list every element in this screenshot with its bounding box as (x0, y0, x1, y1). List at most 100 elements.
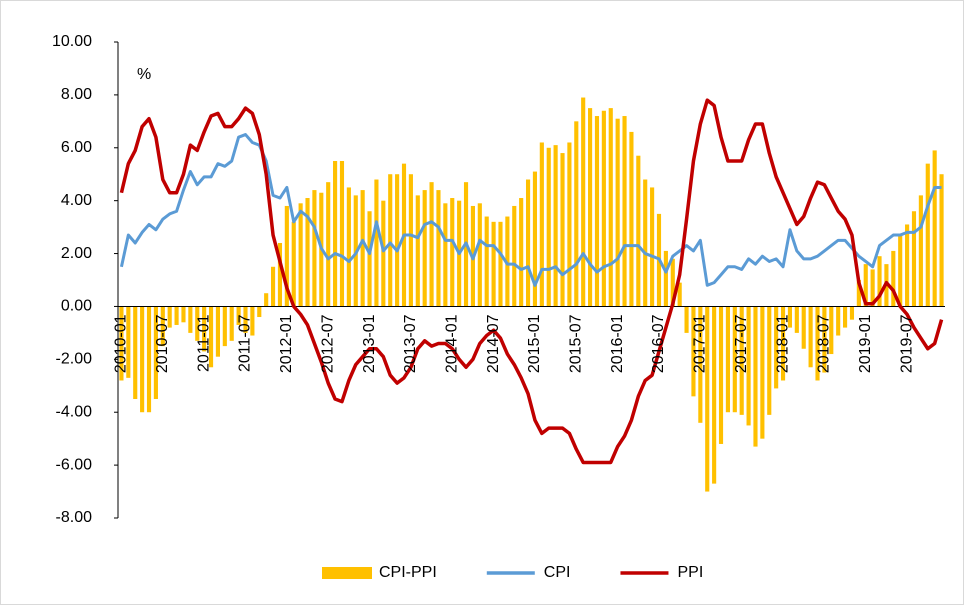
bar (388, 174, 393, 307)
bar (739, 306, 744, 415)
bar (822, 306, 827, 373)
y-tick-label: 6.00 (61, 139, 92, 156)
y-tick-label: -6.00 (56, 456, 93, 473)
bar (594, 116, 600, 307)
bar (898, 235, 903, 307)
bar (801, 306, 806, 349)
x-tick-label: 2016-01 (609, 314, 626, 373)
bar (588, 108, 593, 307)
legend-label: CPI (544, 564, 571, 581)
bar (905, 224, 910, 307)
bar (333, 161, 338, 307)
bar (615, 118, 620, 307)
legend-swatch (322, 567, 372, 579)
x-tick-label: 2010-01 (113, 314, 130, 373)
bar (650, 187, 655, 307)
x-tick-label: 2012-01 (278, 314, 295, 373)
legend-label: CPI-PPI (379, 564, 437, 581)
bar (395, 174, 400, 307)
bar (891, 250, 896, 307)
line (119, 133, 942, 287)
bar (622, 116, 627, 307)
bar (767, 306, 772, 415)
bar (725, 306, 730, 413)
x-tick-label: 2011-07 (237, 314, 254, 372)
bar (808, 306, 813, 368)
bar (843, 306, 848, 328)
bar (284, 205, 289, 307)
bar (133, 306, 138, 399)
bar (222, 306, 227, 347)
bar (877, 256, 882, 307)
bar (670, 258, 675, 307)
bar (229, 306, 234, 341)
bar (215, 306, 220, 357)
bar (477, 203, 482, 307)
bar (774, 306, 779, 389)
legend-label: PPI (677, 564, 703, 581)
bar (436, 190, 441, 307)
bar (780, 306, 786, 381)
x-tick-label: 2015-07 (568, 314, 585, 373)
bar (202, 306, 207, 352)
y-tick-label: -2.00 (56, 351, 93, 368)
bar (153, 306, 158, 399)
x-tick-label: 2019-01 (857, 314, 874, 373)
y-tick-label: 2.00 (61, 245, 92, 262)
bar (732, 306, 737, 413)
bar (443, 203, 448, 307)
bar (312, 190, 317, 307)
x-tick-label: 2014-01 (443, 314, 460, 373)
bar (863, 264, 868, 307)
bar (360, 190, 365, 307)
bar (560, 153, 565, 307)
bar (264, 293, 269, 307)
bar (712, 306, 717, 484)
bar (381, 200, 386, 307)
bar (298, 203, 303, 307)
bar (691, 306, 696, 397)
bar (608, 108, 613, 307)
y-tick-label: 0.00 (61, 298, 92, 315)
bar (918, 195, 923, 307)
bar (532, 171, 538, 307)
bar (794, 306, 799, 333)
bar (574, 121, 579, 307)
bar (787, 306, 793, 328)
bar (305, 198, 310, 307)
bar (815, 306, 820, 381)
bar (450, 198, 455, 307)
bar (498, 221, 503, 307)
bar (705, 306, 710, 492)
annotation: % (137, 66, 151, 83)
bar (849, 306, 855, 320)
bar (911, 211, 917, 307)
bar (484, 216, 489, 307)
x-tick-label: 2012-07 (319, 314, 336, 373)
x-tick-label: 2010-07 (154, 314, 171, 373)
bar (836, 306, 841, 336)
x-tick-label: 2019-07 (898, 314, 915, 373)
bar (546, 147, 551, 307)
bar (581, 97, 586, 307)
bar (925, 163, 930, 307)
x-tick-label: 2014-07 (485, 314, 502, 373)
bar (367, 211, 372, 307)
y-tick-label: -4.00 (56, 403, 93, 420)
bar (250, 306, 255, 336)
line (119, 98, 944, 465)
y-tick-label: 4.00 (61, 192, 92, 209)
bar (698, 306, 703, 423)
bar (856, 280, 861, 307)
y-tick-label: 8.00 (61, 86, 92, 103)
bar (339, 161, 345, 307)
bar (126, 306, 131, 378)
bar (277, 242, 283, 307)
bar (415, 195, 420, 307)
bar (643, 179, 648, 307)
bar (408, 174, 413, 307)
bar (181, 306, 186, 323)
x-tick-label: 2017-01 (692, 314, 709, 373)
